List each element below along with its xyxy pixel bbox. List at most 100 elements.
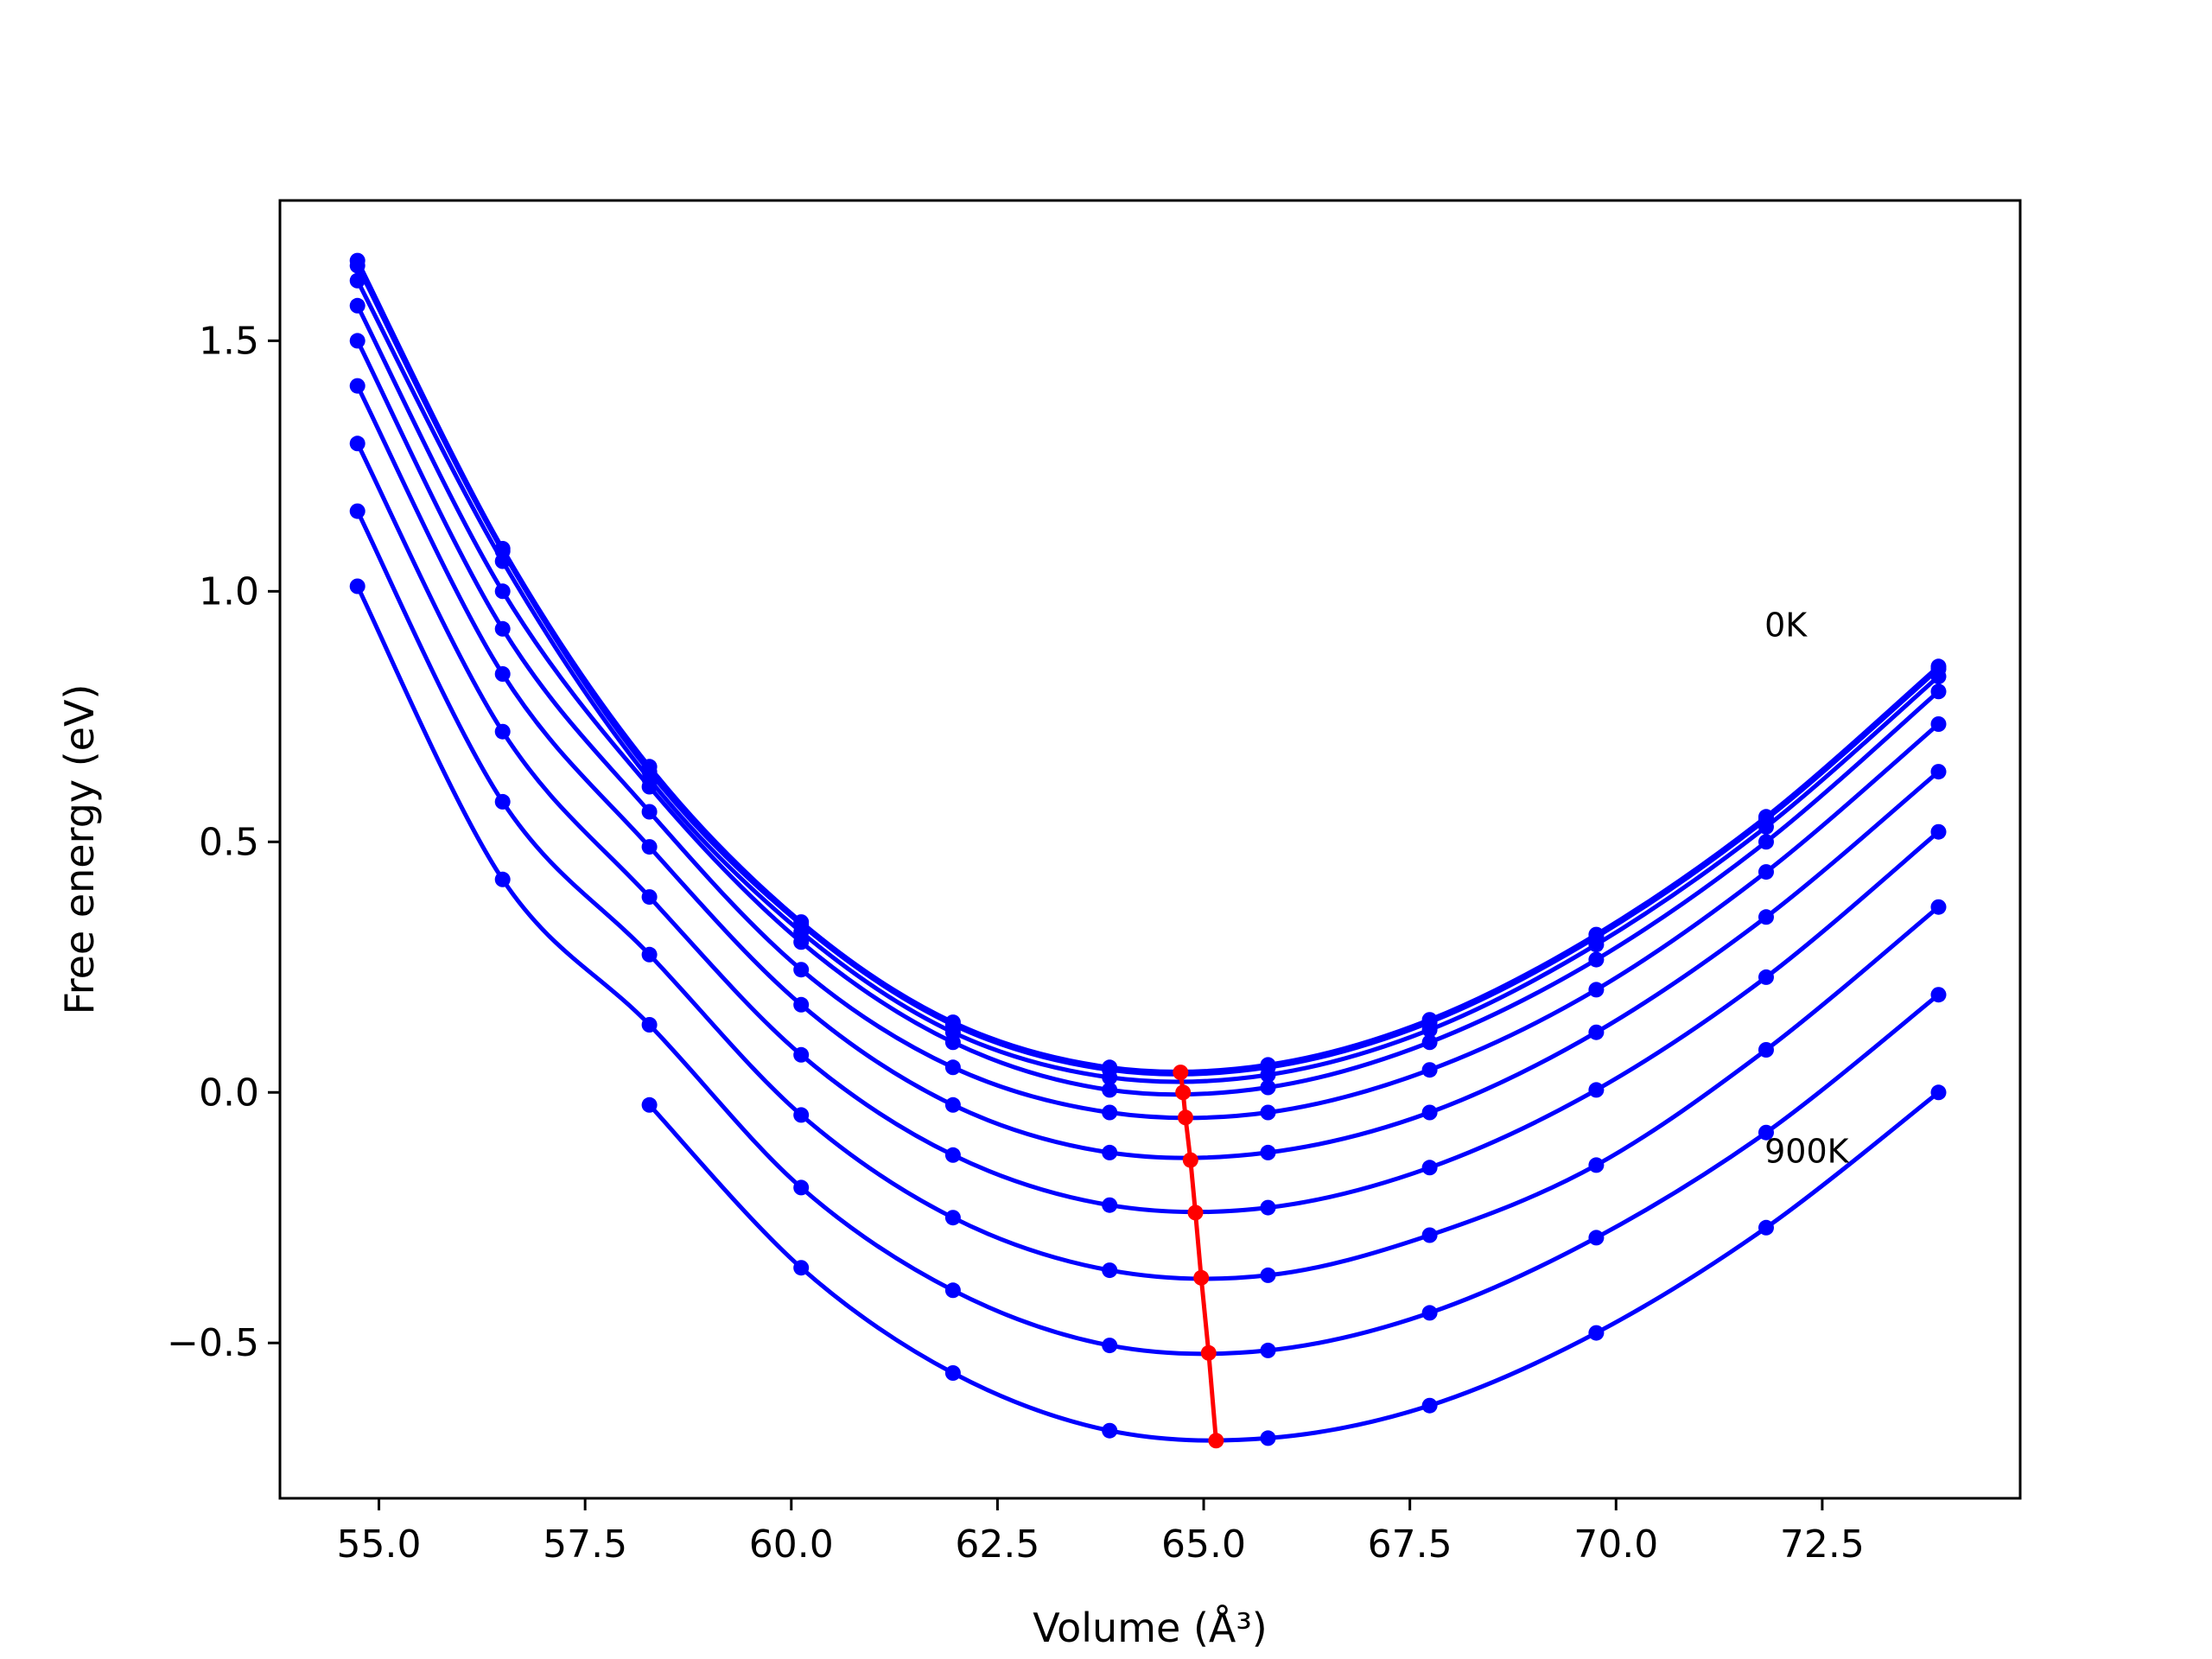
series-point (1421, 1227, 1438, 1243)
series-point (1930, 987, 1947, 1003)
series-point (1588, 1082, 1605, 1098)
series-point (349, 272, 365, 289)
series-point (1102, 1197, 1118, 1213)
series-line (355, 340, 1941, 1121)
series-point (1588, 937, 1605, 953)
series-point (494, 553, 511, 569)
series-point (944, 1147, 961, 1163)
series-point (944, 1282, 961, 1299)
series-point (641, 889, 658, 906)
series-point (1260, 1104, 1276, 1121)
series-point (1260, 1079, 1276, 1096)
series-point (1758, 864, 1774, 880)
plot-area (349, 252, 1947, 1449)
series-point (494, 666, 511, 682)
series-point (1102, 1082, 1118, 1098)
series-point (349, 578, 365, 594)
y-tick-label: 1.0 (199, 569, 259, 613)
minimum-point (1175, 1084, 1192, 1101)
series-line (355, 510, 1941, 1281)
y-tick-label: 1.5 (199, 319, 259, 363)
series-point (1260, 1430, 1276, 1446)
minimum-point (1208, 1433, 1224, 1449)
x-tick-label: 60.0 (749, 1522, 834, 1567)
series-point (1102, 1144, 1118, 1160)
series-point (641, 804, 658, 820)
y-tick-label: 0.0 (199, 1071, 259, 1115)
series-line (355, 385, 1941, 1160)
x-tick-label: 72.5 (1780, 1522, 1865, 1567)
series-point (349, 435, 365, 452)
series-point (1421, 1160, 1438, 1176)
series-point (349, 257, 365, 274)
plot-frame (278, 199, 2022, 1500)
series-point (1930, 1084, 1947, 1101)
series-point (349, 378, 365, 394)
y-tick-label: −0.5 (167, 1321, 259, 1365)
series-point (494, 620, 511, 637)
series-point (1930, 899, 1947, 915)
series-point (1260, 1267, 1276, 1283)
series-point (494, 871, 511, 887)
x-tick-label: 67.5 (1368, 1522, 1452, 1567)
series-point (944, 1365, 961, 1381)
series-point (944, 1059, 961, 1076)
series-point (1260, 1199, 1276, 1216)
series-point (1421, 1021, 1438, 1038)
series-point (793, 1179, 810, 1196)
series-point (1758, 1219, 1774, 1236)
series-point (944, 1034, 961, 1051)
x-tick-label: 65.0 (1161, 1522, 1246, 1567)
series-point (1930, 668, 1947, 684)
series-point (1421, 1062, 1438, 1078)
series-point (1102, 1422, 1118, 1439)
series-point (1421, 1397, 1438, 1414)
series-line (355, 264, 1941, 1077)
series-point (1421, 1034, 1438, 1051)
series-point (793, 1260, 810, 1276)
minimum-point (1200, 1344, 1217, 1361)
series-point (1102, 1338, 1118, 1354)
axes: 55.0 57.5 60.0 62.5 65.0 67.5 70.0 72.5 −0.5 0.0 0… (167, 319, 1865, 1567)
x-tick-label: 62.5 (955, 1522, 1039, 1567)
series-point (1930, 764, 1947, 780)
minimum-point (1182, 1152, 1198, 1168)
series-point (793, 934, 810, 950)
series-point (944, 1210, 961, 1226)
series-point (1102, 1104, 1118, 1121)
x-tick-label: 70.0 (1573, 1522, 1658, 1567)
series-point (1588, 951, 1605, 968)
series-point (1588, 1024, 1605, 1040)
series-point (494, 723, 511, 740)
series-point (1421, 1305, 1438, 1321)
series-point (1260, 1342, 1276, 1358)
x-axis-label: Volume (Å³) (1033, 1605, 1268, 1651)
series-point (1588, 1157, 1605, 1173)
x-tick-label: 55.0 (337, 1522, 422, 1567)
minimum-point (1178, 1109, 1193, 1126)
series-point (349, 503, 365, 519)
y-axis-label: Free energy (eV) (56, 684, 103, 1015)
series-point (1102, 1069, 1118, 1085)
series-point (1930, 683, 1947, 700)
x-tick-label: 57.5 (543, 1522, 627, 1567)
series-point (1930, 823, 1947, 840)
series-line (355, 442, 1941, 1215)
series-point (641, 779, 658, 795)
series-point (1588, 1230, 1605, 1246)
series-line (355, 279, 1941, 1084)
series-point (1758, 969, 1774, 985)
series-line (355, 585, 1941, 1357)
series-point (494, 583, 511, 600)
series-point (793, 1046, 810, 1063)
series-point (641, 946, 658, 963)
series-point (1260, 1067, 1276, 1083)
annotation-900k: 900K (1764, 1132, 1850, 1170)
series-point (494, 793, 511, 810)
series-point (1758, 818, 1774, 835)
series-point (1588, 982, 1605, 998)
minimum-point (1173, 1065, 1189, 1081)
series-point (1930, 716, 1947, 732)
